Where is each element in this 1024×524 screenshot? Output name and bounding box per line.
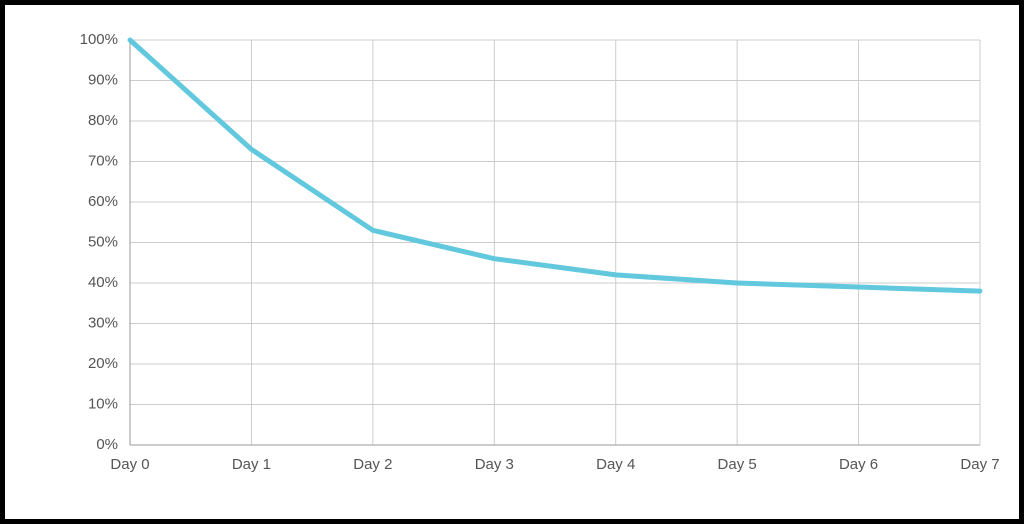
y-tick-label: 100% [80,31,118,48]
x-tick-label: Day 1 [232,456,271,473]
x-tick-label: Day 4 [596,456,635,473]
y-tick-label: 30% [88,314,118,331]
x-tick-label: Day 3 [475,456,514,473]
chart-frame: 0% 10% 20% 30% 40% 50% 60% 70% 80% 90% 100% Day 0 Da… [0,0,1024,524]
y-tick-label: 10% [88,395,118,412]
y-tick-label: 20% [88,355,118,372]
y-tick-label: 80% [88,112,118,129]
retention-line-chart: 0% 10% 20% 30% 40% 50% 60% 70% 80% 90% 100% Day 0 Da… [5,5,1019,519]
x-tick-label: Day 5 [718,456,757,473]
y-tick-label: 50% [88,233,118,250]
y-tick-label: 60% [88,193,118,210]
y-tick-label: 0% [96,436,118,453]
x-tick-label: Day 7 [960,456,999,473]
y-tick-label: 70% [88,152,118,169]
y-tick-label: 90% [88,71,118,88]
x-tick-label: Day 6 [839,456,878,473]
chart-svg: 0% 10% 20% 30% 40% 50% 60% 70% 80% 90% 100% Day 0 Da… [5,5,1019,519]
x-tick-label: Day 2 [353,456,392,473]
x-tick-label: Day 0 [110,456,149,473]
y-tick-label: 40% [88,274,118,291]
